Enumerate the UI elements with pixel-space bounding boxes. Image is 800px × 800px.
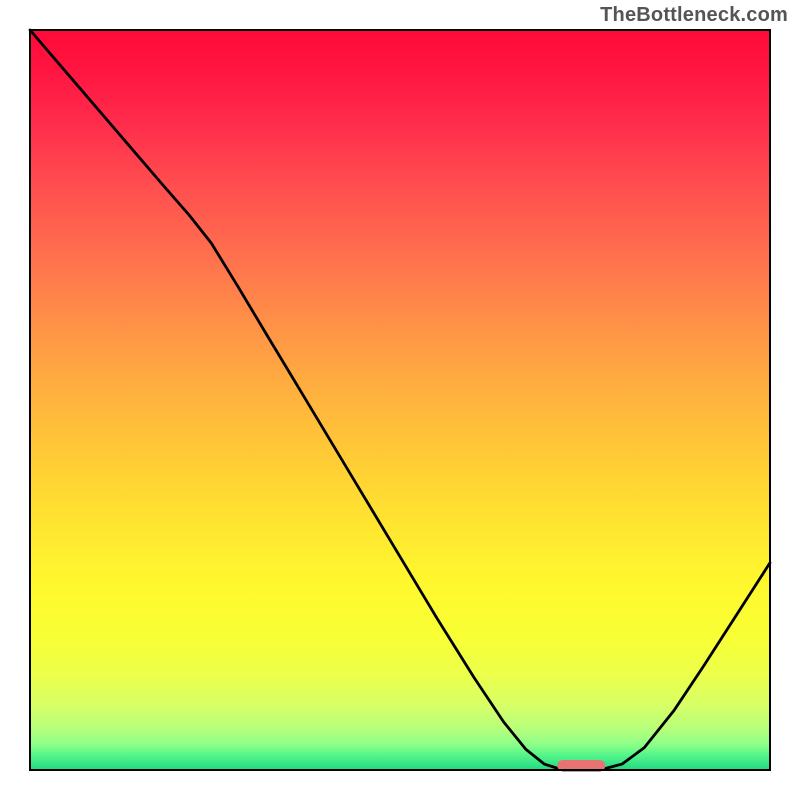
bottleneck-chart: [0, 0, 800, 800]
watermark-text: TheBottleneck.com: [600, 4, 788, 27]
chart-container: TheBottleneck.com: [0, 0, 800, 800]
plot-background: [30, 30, 770, 770]
